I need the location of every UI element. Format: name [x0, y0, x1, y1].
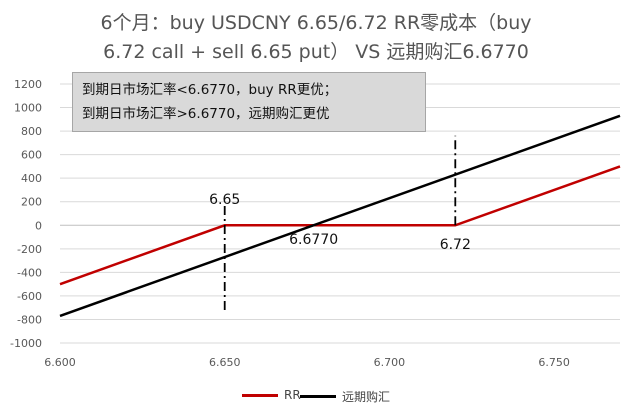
chart-title-line-2: 6.72 call + sell 6.65 put） VS 远期购汇6.6770 — [103, 41, 529, 63]
legend-swatch-rr — [242, 393, 278, 397]
data-annotation: 6.65 — [209, 192, 240, 208]
legend: RR 远期购汇 — [0, 388, 632, 406]
annotation-line-2: 到期日市场汇率>6.6770，远期购汇更优 — [82, 106, 330, 122]
annotation-line-1: 到期日市场汇率<6.6770，buy RR更优； — [82, 82, 338, 98]
y-tick-label: 400 — [21, 172, 42, 185]
legend-label-forward: 远期购汇 — [342, 390, 391, 404]
chart-title-line-1: 6个月：buy USDCNY 6.65/6.72 RR零成本（buy — [100, 12, 532, 34]
series-line-rr — [59, 165, 621, 286]
y-tick-label: -200 — [17, 243, 42, 256]
data-annotation: 6.6770 — [289, 232, 338, 248]
legend-swatch-forward — [300, 395, 336, 398]
data-annotation: 6.72 — [440, 237, 471, 253]
y-tick-label: -800 — [17, 313, 42, 326]
legend-item-forward: 远期购汇 — [300, 388, 390, 405]
y-tick-label: 800 — [21, 125, 42, 138]
y-tick-label: 600 — [21, 149, 42, 162]
y-tick-label: 1000 — [14, 102, 42, 115]
y-tick-label: 200 — [21, 196, 42, 209]
x-tick-label: 6.600 — [44, 356, 76, 369]
y-tick-label: 1200 — [14, 78, 42, 91]
x-tick-label: 6.750 — [538, 356, 570, 369]
x-tick-label: 6.650 — [209, 356, 241, 369]
annotation-box: 到期日市场汇率<6.6770，buy RR更优； 到期日市场汇率>6.6770，… — [72, 72, 426, 132]
legend-item-rr: RR — [242, 388, 301, 402]
y-tick-label: -400 — [17, 266, 42, 279]
x-tick-label: 6.700 — [374, 356, 406, 369]
legend-label-rr: RR — [284, 388, 301, 402]
y-tick-label: -600 — [17, 290, 42, 303]
series-line-forward — [59, 114, 621, 318]
y-tick-label: -1000 — [10, 337, 42, 350]
y-tick-label: 0 — [35, 219, 42, 232]
